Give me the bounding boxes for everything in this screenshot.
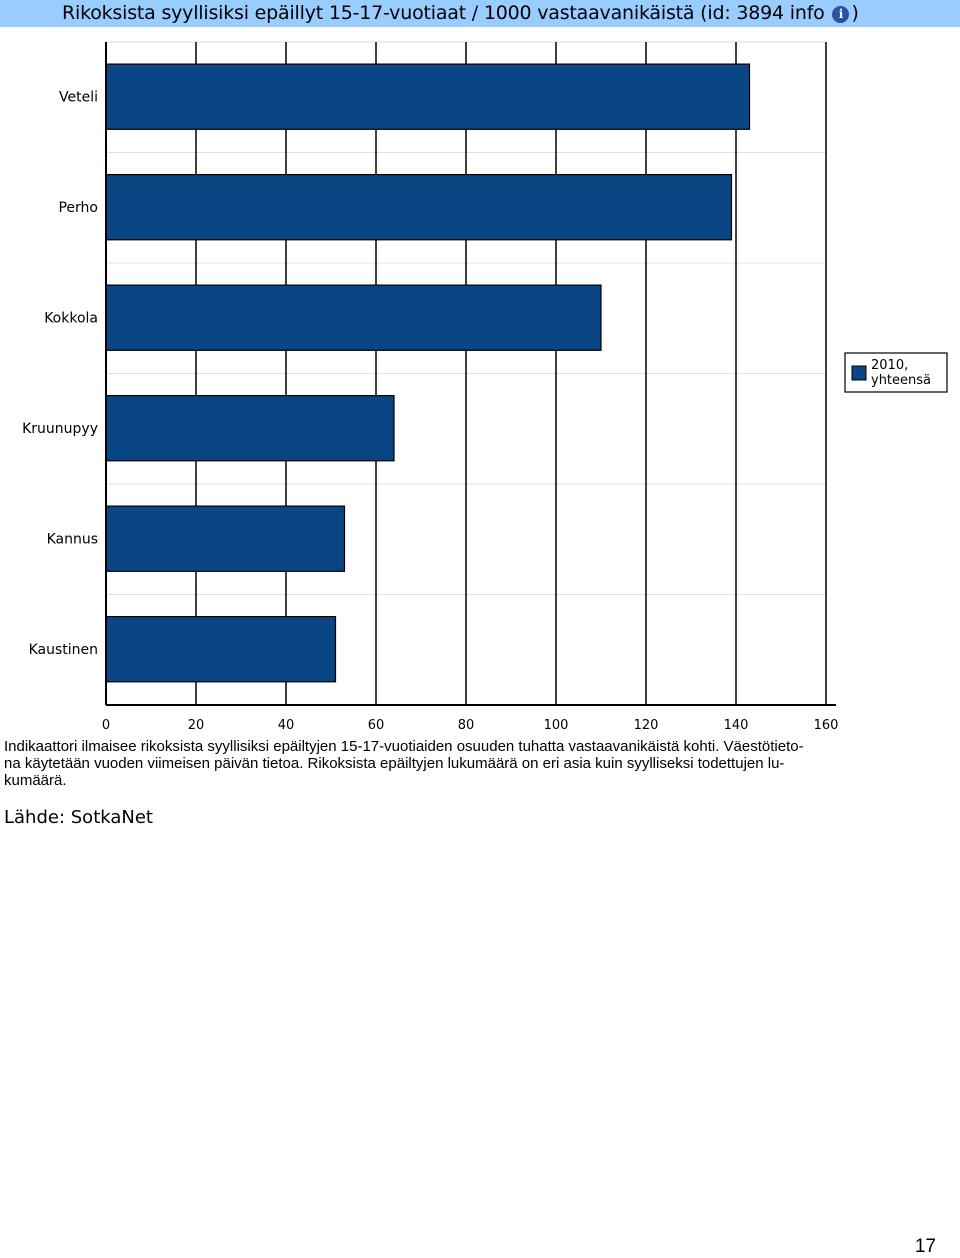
page-title: Rikoksista syyllisiksi epäillyt 15-17-vu… bbox=[62, 2, 859, 24]
page-title-close: ) bbox=[851, 2, 859, 24]
description-line-2: na käytetään vuoden viimeisen päivän tie… bbox=[4, 755, 785, 772]
page-title-text: Rikoksista syyllisiksi epäillyt 15-17-vu… bbox=[62, 2, 825, 24]
bar bbox=[105, 284, 602, 351]
x-tick-label: 140 bbox=[724, 718, 749, 733]
bar bbox=[105, 615, 337, 683]
category-label: Veteli bbox=[59, 90, 98, 106]
x-tick-label: 40 bbox=[278, 718, 295, 733]
category-label: Kokkola bbox=[44, 311, 98, 327]
page-number: 17 bbox=[914, 1236, 936, 1257]
x-tick-label: 20 bbox=[188, 718, 205, 733]
x-tick-label: 60 bbox=[368, 718, 385, 733]
x-tick-label: 120 bbox=[634, 718, 659, 733]
title-bar: Rikoksista syyllisiksi epäillyt 15-17-vu… bbox=[0, 0, 960, 27]
category-label: Kruunupyy bbox=[22, 421, 98, 437]
indicator-description: Indikaattori ilmaisee rikoksista syyllis… bbox=[4, 738, 954, 789]
x-tick-label: 100 bbox=[544, 718, 569, 733]
bar-chart: 0 20 40 60 80 100 120 140 160 Veteli Perho Kokkola K… bbox=[22, 41, 948, 733]
bar bbox=[105, 174, 733, 241]
category-label: Perho bbox=[58, 200, 98, 216]
description-line-1: Indikaattori ilmaisee rikoksista syyllis… bbox=[4, 738, 804, 755]
bar bbox=[105, 63, 751, 130]
bar bbox=[105, 505, 346, 572]
x-tick-label: 80 bbox=[458, 718, 475, 733]
legend-swatch bbox=[851, 365, 867, 381]
legend-label: yhteensä bbox=[871, 373, 931, 388]
legend-label: 2010, bbox=[871, 358, 908, 373]
category-label: Kaustinen bbox=[29, 642, 98, 658]
bar bbox=[105, 395, 395, 462]
x-tick-label: 160 bbox=[814, 718, 839, 733]
x-tick-label: 0 bbox=[102, 718, 110, 733]
description-line-3: kumäärä. bbox=[4, 772, 67, 789]
source-label: Lähde: SotkaNet bbox=[4, 807, 153, 828]
info-icon[interactable]: i bbox=[832, 6, 850, 23]
category-label: Kannus bbox=[47, 532, 98, 548]
